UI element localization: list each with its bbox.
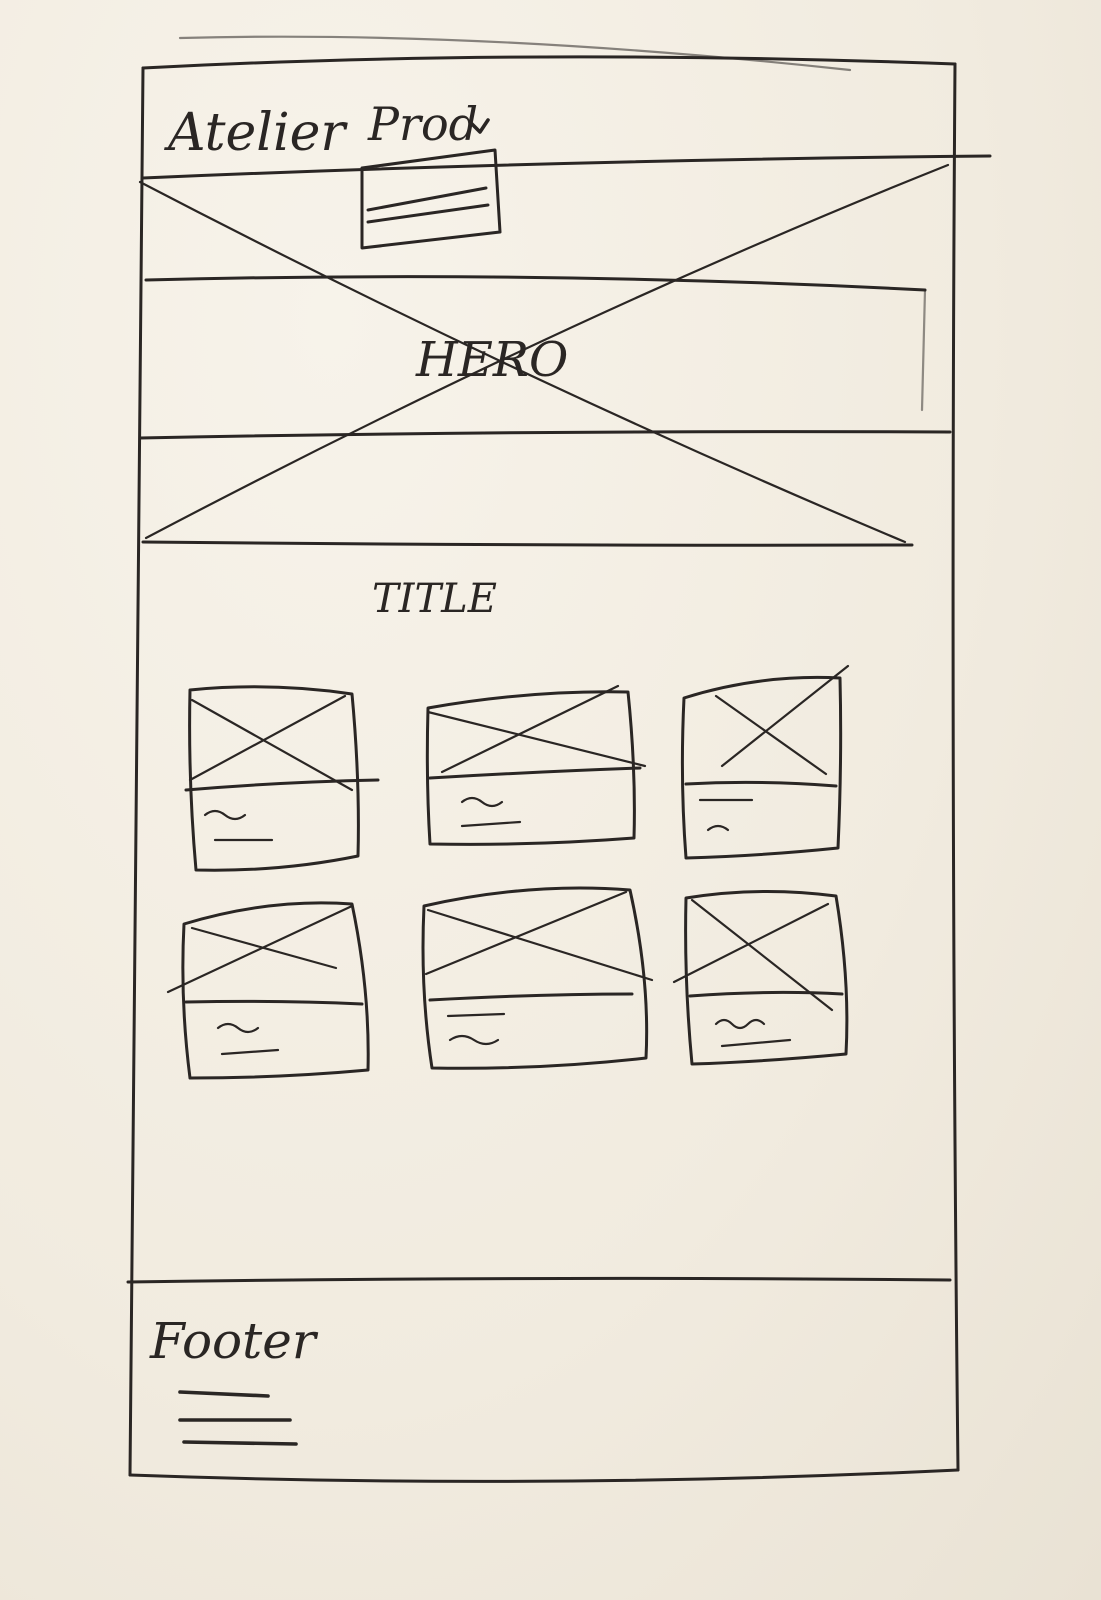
card-text-line xyxy=(460,820,522,828)
dropdown-line-2 xyxy=(366,203,490,224)
footer-label: Footer xyxy=(149,1312,319,1370)
footer-link-line[interactable] xyxy=(182,1440,298,1446)
product-card[interactable] xyxy=(421,886,654,1070)
image-placeholder-cross xyxy=(426,908,654,982)
page-frame xyxy=(128,35,960,1483)
hero-placeholder-cross-2 xyxy=(144,163,950,540)
product-card[interactable] xyxy=(166,901,370,1080)
card-text-line xyxy=(448,1034,500,1046)
brand-logo[interactable]: Atelier xyxy=(164,103,348,163)
card-text-line xyxy=(220,1048,280,1056)
dropdown-line-1 xyxy=(366,186,488,212)
card-text-line xyxy=(720,1038,792,1048)
image-placeholder-cross xyxy=(440,684,620,774)
footer-link-line[interactable] xyxy=(178,1390,270,1398)
chevron-down-icon xyxy=(468,118,490,134)
hero-section: HERO xyxy=(138,163,952,547)
image-placeholder-cross xyxy=(188,694,347,782)
nav-products-label: Prod xyxy=(367,97,478,151)
image-placeholder-cross xyxy=(426,710,647,768)
header-divider xyxy=(141,154,992,180)
card-divider xyxy=(428,766,642,780)
card-text-line xyxy=(714,1018,766,1030)
card-text-line xyxy=(203,809,247,821)
product-card[interactable] xyxy=(425,684,647,846)
card-divider xyxy=(184,999,364,1006)
product-card[interactable] xyxy=(680,664,850,860)
product-card[interactable] xyxy=(184,685,380,872)
image-placeholder-cross xyxy=(690,898,834,1012)
footer: Footer xyxy=(126,1276,952,1446)
hero-placeholder-cross-1 xyxy=(138,180,907,544)
image-placeholder-cross xyxy=(190,698,354,792)
card-divider xyxy=(684,780,838,788)
product-grid xyxy=(166,664,850,1080)
image-placeholder-cross xyxy=(424,890,628,976)
image-placeholder-cross xyxy=(672,902,830,984)
nav-products[interactable]: Prod xyxy=(367,97,490,151)
card-text-line xyxy=(216,1022,260,1034)
card-text-line xyxy=(446,1012,506,1018)
section-title: TITLE xyxy=(372,576,497,622)
card-divider xyxy=(428,992,634,1002)
header: Atelier Prod xyxy=(141,97,992,250)
image-placeholder-cross xyxy=(720,664,850,768)
card-divider xyxy=(688,990,844,998)
products-dropdown[interactable] xyxy=(360,148,502,250)
product-card[interactable] xyxy=(672,889,849,1066)
hero-label: HERO xyxy=(415,332,568,388)
card-divider xyxy=(184,778,380,792)
footer-divider xyxy=(126,1276,952,1284)
image-placeholder-cross xyxy=(714,694,828,776)
card-text-line xyxy=(706,824,730,832)
card-text-line xyxy=(460,796,504,808)
image-placeholder-cross xyxy=(166,904,354,994)
